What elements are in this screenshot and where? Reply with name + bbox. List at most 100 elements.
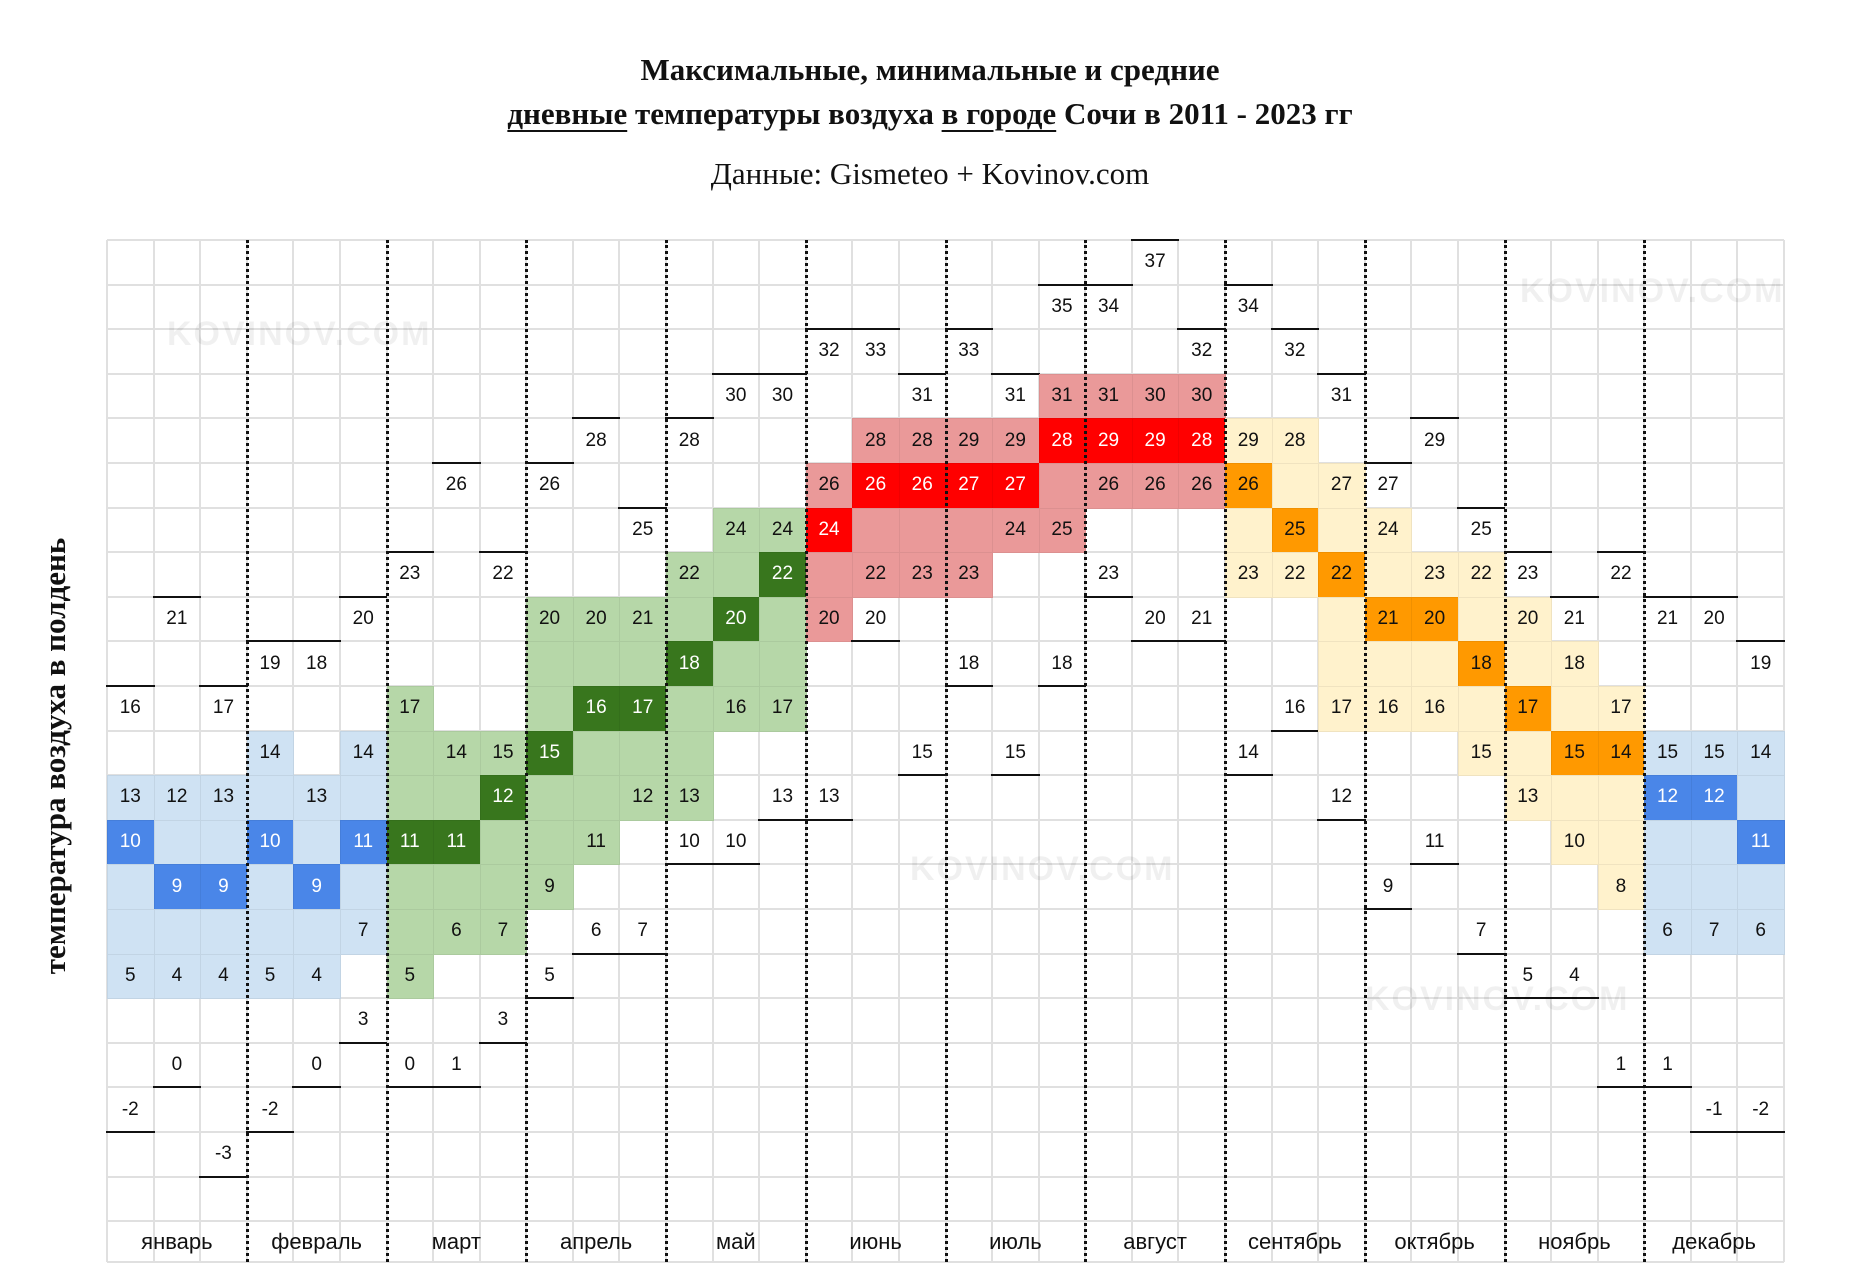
grid-line-v	[1270, 240, 1273, 1263]
avg-cell	[153, 864, 202, 910]
range-cell	[1364, 641, 1413, 687]
upper-value: 24	[725, 518, 747, 540]
upper-value: 28	[911, 429, 933, 451]
avg-value: 26	[911, 474, 933, 496]
range-cell	[945, 418, 994, 464]
range-cell	[712, 507, 761, 554]
min-value: 11	[1424, 831, 1445, 853]
min-marker-line	[1130, 640, 1180, 643]
month-divider	[525, 240, 529, 1263]
upper-value: 15	[1656, 741, 1679, 763]
min-value: 15	[1004, 741, 1026, 763]
min-value: 23	[1097, 563, 1120, 585]
upper-value: 15	[492, 741, 514, 763]
max-value: 26	[538, 474, 561, 496]
lower-value: 16	[1424, 697, 1446, 719]
min-marker-line	[292, 1086, 341, 1089]
range-cell	[666, 596, 714, 643]
min-marker-line	[1363, 908, 1413, 910]
min-marker-line	[338, 1041, 388, 1044]
grid-line-v	[199, 240, 202, 1263]
min-marker-line	[1084, 595, 1133, 598]
avg-value: 25	[1284, 518, 1306, 540]
lower-value: 16	[725, 697, 747, 719]
range-cell	[386, 909, 435, 955]
min-value: 7	[1475, 920, 1487, 942]
lower-value: 6	[1755, 920, 1766, 942]
month-label: июнь	[849, 1228, 902, 1254]
range-cell	[1457, 596, 1506, 643]
min-marker-line	[1224, 774, 1273, 777]
min-marker-line	[1689, 1131, 1739, 1133]
upper-value: 24	[771, 518, 794, 540]
grid-line-v	[152, 240, 155, 1263]
avg-cell	[1178, 418, 1226, 464]
upper-value: 14	[259, 741, 281, 763]
range-cell	[386, 775, 435, 821]
month-divider	[385, 240, 389, 1263]
min-marker-line	[1317, 818, 1366, 821]
range-cell	[852, 552, 900, 598]
max-value: 28	[585, 429, 607, 451]
min-marker-line	[106, 1131, 155, 1133]
max-value: 26	[445, 474, 467, 496]
month-label: август	[1123, 1228, 1188, 1254]
watermark: KOVINOV.COM	[910, 850, 1175, 888]
month-divider	[245, 240, 249, 1263]
range-cell	[1457, 686, 1506, 732]
max-marker-line	[991, 372, 1040, 375]
lower-value: 15	[1470, 741, 1492, 763]
upper-value: 17	[1610, 697, 1632, 719]
avg-cell	[1737, 819, 1785, 866]
range-cell	[293, 819, 341, 866]
lower-value: 5	[125, 964, 136, 986]
lower-value: 23	[1237, 563, 1259, 585]
max-marker-line	[944, 328, 994, 331]
lower-value: 4	[218, 964, 229, 986]
avg-value: 22	[771, 563, 794, 585]
grid-line-v	[851, 240, 854, 1263]
min-value: 5	[1522, 964, 1534, 986]
range-cell	[153, 909, 202, 955]
range-cell	[246, 864, 295, 910]
avg-value: 26	[1237, 474, 1259, 496]
upper-value: 14	[445, 741, 467, 763]
range-cell	[386, 864, 435, 910]
max-value: 20	[352, 608, 374, 630]
avg-value: 9	[218, 875, 229, 897]
range-cell	[666, 775, 714, 821]
avg-value: 11	[1750, 831, 1771, 853]
avg-value: 12	[492, 786, 514, 808]
avg-value: 17	[1517, 697, 1539, 719]
max-value: 17	[212, 697, 235, 719]
range-cell	[433, 775, 481, 821]
lower-value: 9	[544, 875, 555, 897]
max-marker-line	[338, 595, 388, 598]
max-marker-line	[525, 462, 574, 464]
range-cell	[945, 552, 994, 598]
max-value: 34	[1237, 295, 1259, 317]
max-marker-line	[1317, 372, 1366, 375]
range-cell	[293, 909, 341, 955]
max-value: 31	[1330, 385, 1353, 407]
avg-value: 15	[538, 741, 561, 763]
max-value: 22	[492, 563, 514, 585]
min-value: 12	[1330, 786, 1353, 808]
range-cell	[1690, 819, 1739, 866]
lower-value: 23	[958, 563, 980, 585]
month-divider	[1643, 240, 1647, 1263]
lower-value: 24	[1004, 518, 1026, 540]
avg-value: 15	[1563, 741, 1585, 763]
watermark: KOVINOV.COM	[167, 315, 432, 353]
upper-value: 12	[166, 786, 188, 808]
upper-value: 24	[1377, 518, 1399, 540]
range-cell	[898, 507, 947, 554]
range-cell	[805, 552, 854, 598]
upper-value: 31	[1051, 385, 1073, 407]
range-cell	[619, 730, 667, 777]
range-cell	[1318, 596, 1366, 643]
range-cell	[666, 686, 714, 732]
range-cell	[153, 953, 202, 1000]
avg-value: 11	[446, 831, 467, 853]
avg-value: 28	[1191, 429, 1213, 451]
